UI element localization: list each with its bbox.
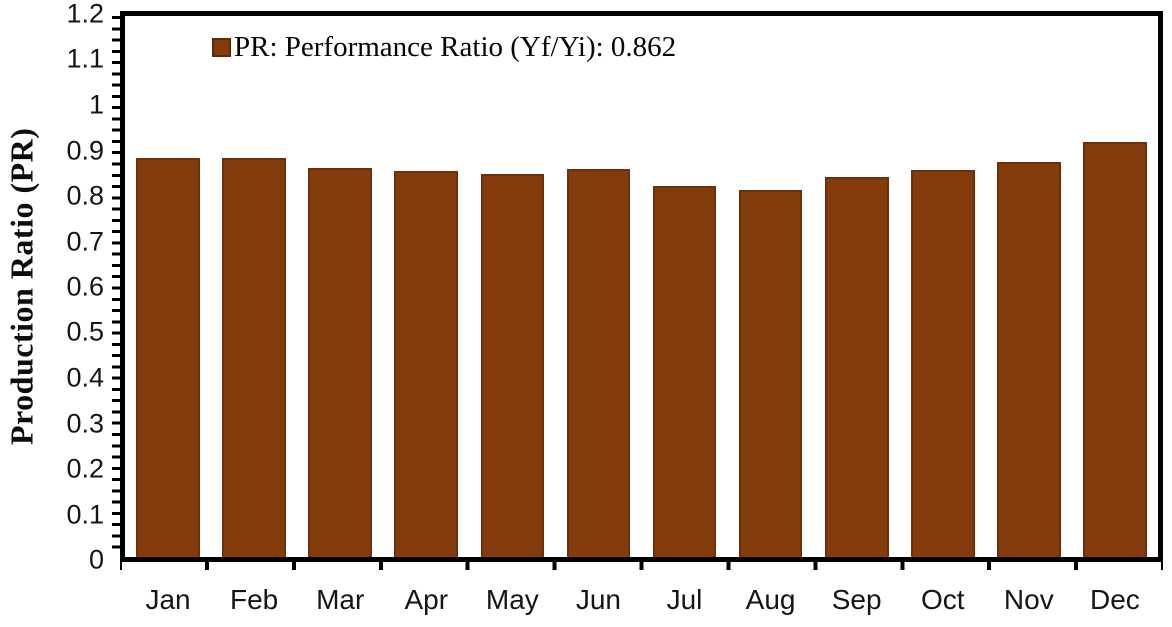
y-tick-label: 0.7 bbox=[66, 226, 104, 256]
x-label-sep: Sep bbox=[831, 584, 882, 615]
y-tick-label: 0.6 bbox=[66, 271, 104, 302]
y-tick-label: 0.9 bbox=[66, 135, 104, 165]
bar-slot bbox=[297, 16, 383, 557]
y-tick-label: 0 bbox=[88, 544, 104, 575]
x-axis-labels: Jan Feb Mar Apr May Jun Jul Aug Sep Oct … bbox=[125, 583, 1158, 617]
y-tick-label: 0.3 bbox=[66, 408, 104, 438]
bar-slot bbox=[211, 16, 297, 557]
bar-slot bbox=[555, 16, 641, 557]
bar-dec bbox=[1083, 142, 1147, 557]
bar-sep bbox=[824, 176, 889, 557]
bar-slot bbox=[469, 16, 555, 557]
bar-jun bbox=[566, 169, 631, 557]
bar-slot bbox=[900, 16, 986, 557]
y-tick-label: 0.2 bbox=[66, 453, 104, 484]
y-tick-label: 1.2 bbox=[66, 0, 104, 29]
x-label-jun: Jun bbox=[575, 584, 621, 615]
x-label-oct: Oct bbox=[920, 584, 965, 615]
legend-label: PR: Performance Ratio (Yf/Yi): 0.862 bbox=[234, 31, 677, 63]
bar-apr bbox=[394, 170, 459, 557]
x-label-aug: Aug bbox=[745, 584, 796, 615]
y-tick-label: 1 bbox=[88, 89, 104, 120]
bars-container bbox=[125, 16, 1158, 557]
x-label-nov: Nov bbox=[1003, 584, 1054, 615]
bar-slot bbox=[641, 16, 727, 557]
bar-slot bbox=[383, 16, 469, 557]
bar-slot bbox=[986, 16, 1072, 557]
x-label-mar: Mar bbox=[316, 584, 365, 615]
y-axis-tick-labels: 1.2 1.1 1 0.9 0.8 0.7 0.6 0.5 0.4 0.3 0.… bbox=[0, 0, 104, 573]
bar-jul bbox=[652, 185, 717, 557]
y-tick-label: 1.1 bbox=[66, 43, 104, 74]
legend: PR: Performance Ratio (Yf/Yi): 0.862 bbox=[212, 33, 676, 62]
y-tick-label: 0.8 bbox=[66, 180, 104, 211]
bar-slot bbox=[814, 16, 900, 557]
x-label-feb: Feb bbox=[229, 584, 279, 615]
x-label-jan: Jan bbox=[145, 584, 191, 615]
legend-swatch-icon bbox=[212, 38, 231, 57]
bar-nov bbox=[996, 162, 1061, 557]
x-axis-tick-marks bbox=[120, 562, 1163, 570]
bar-feb bbox=[222, 157, 286, 557]
bar-slot bbox=[125, 16, 211, 557]
y-tick-label: 0.5 bbox=[66, 316, 104, 347]
y-axis-tick-marks bbox=[112, 16, 121, 557]
bar-oct bbox=[910, 170, 975, 557]
bar-aug bbox=[738, 190, 803, 557]
bar-slot bbox=[728, 16, 814, 557]
y-tick-label: 0.4 bbox=[66, 362, 104, 393]
bar-jan bbox=[136, 158, 200, 557]
bar-mar bbox=[308, 168, 373, 557]
bar-slot bbox=[1072, 16, 1158, 557]
x-label-dec: Dec bbox=[1090, 584, 1140, 615]
x-label-may: May bbox=[485, 584, 539, 615]
plot-area: PR: Performance Ratio (Yf/Yi): 0.862 bbox=[120, 11, 1163, 562]
bar-may bbox=[480, 173, 545, 557]
y-tick-label: 0.1 bbox=[66, 499, 104, 529]
x-label-jul: Jul bbox=[666, 584, 703, 615]
x-label-apr: Apr bbox=[404, 584, 449, 615]
